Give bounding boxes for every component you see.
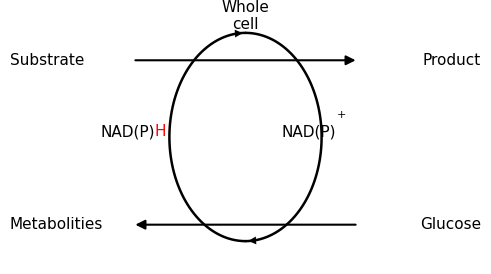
Text: Metabolities: Metabolities — [10, 217, 103, 232]
Text: Whole
cell: Whole cell — [221, 0, 270, 32]
Text: H: H — [155, 124, 166, 139]
Text: NAD(P): NAD(P) — [100, 124, 155, 139]
Text: +: + — [336, 110, 346, 120]
Text: Glucose: Glucose — [420, 217, 481, 232]
Text: Product: Product — [423, 53, 481, 68]
Text: Substrate: Substrate — [10, 53, 84, 68]
Text: NAD(P): NAD(P) — [282, 124, 336, 139]
